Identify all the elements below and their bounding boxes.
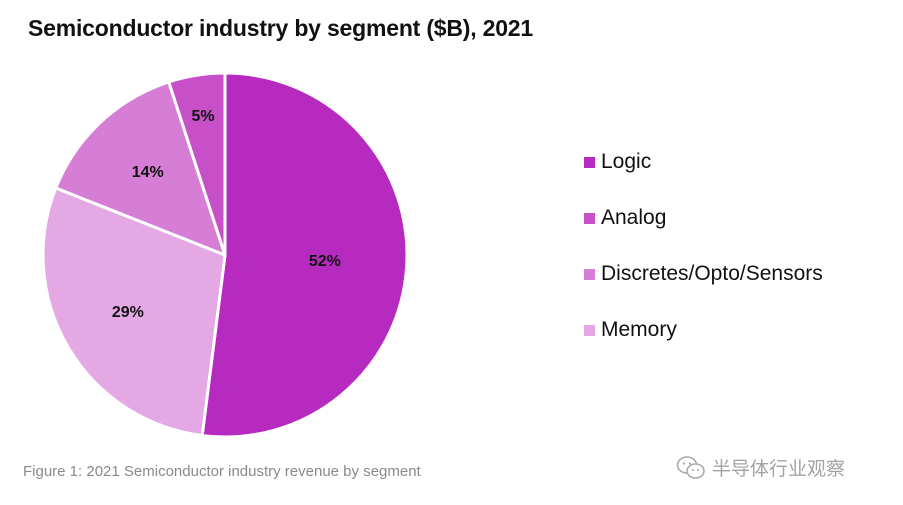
pie-slice-memory: [41, 186, 227, 438]
slice-label-analog: 5%: [192, 108, 215, 125]
legend-label-memory: Memory: [601, 318, 677, 341]
pie-slice-labels: 52% 29% 14% 5%: [112, 108, 341, 321]
legend-label-discretes: Discretes/Opto/Sensors: [601, 262, 823, 285]
legend-swatch-logic: [584, 156, 595, 168]
pie-slice-logic: [200, 71, 409, 439]
legend-swatch-discretes: [584, 268, 595, 280]
slice-label-logic: 52%: [309, 253, 341, 270]
legend-swatch-analog: [584, 212, 595, 224]
slice-label-memory: 29%: [112, 304, 144, 321]
legend-item-discretes: Discretes/Opto/Sensors: [584, 260, 823, 288]
legend-item-analog: Analog: [584, 204, 823, 232]
figure-caption: Figure 1: 2021 Semiconductor industry re…: [23, 463, 421, 480]
pie-slices: [41, 71, 409, 439]
legend-item-logic: Logic: [584, 148, 823, 176]
legend-label-logic: Logic: [601, 150, 652, 173]
watermark: 半导体行业观察: [676, 454, 845, 481]
slice-label-discretes: 14%: [132, 164, 164, 181]
legend-item-memory: Memory: [584, 316, 823, 344]
legend-swatch-memory: [584, 324, 595, 336]
chart-legend: Logic Analog Discretes/Opto/Sensors Memo…: [584, 148, 823, 372]
pie-slice-analog: [167, 71, 227, 257]
chart-title: Semiconductor industry by segment ($B), …: [28, 15, 533, 41]
wechat-icon: [676, 455, 705, 479]
legend-label-analog: Analog: [601, 206, 667, 229]
watermark-text: 半导体行业观察: [712, 458, 846, 480]
